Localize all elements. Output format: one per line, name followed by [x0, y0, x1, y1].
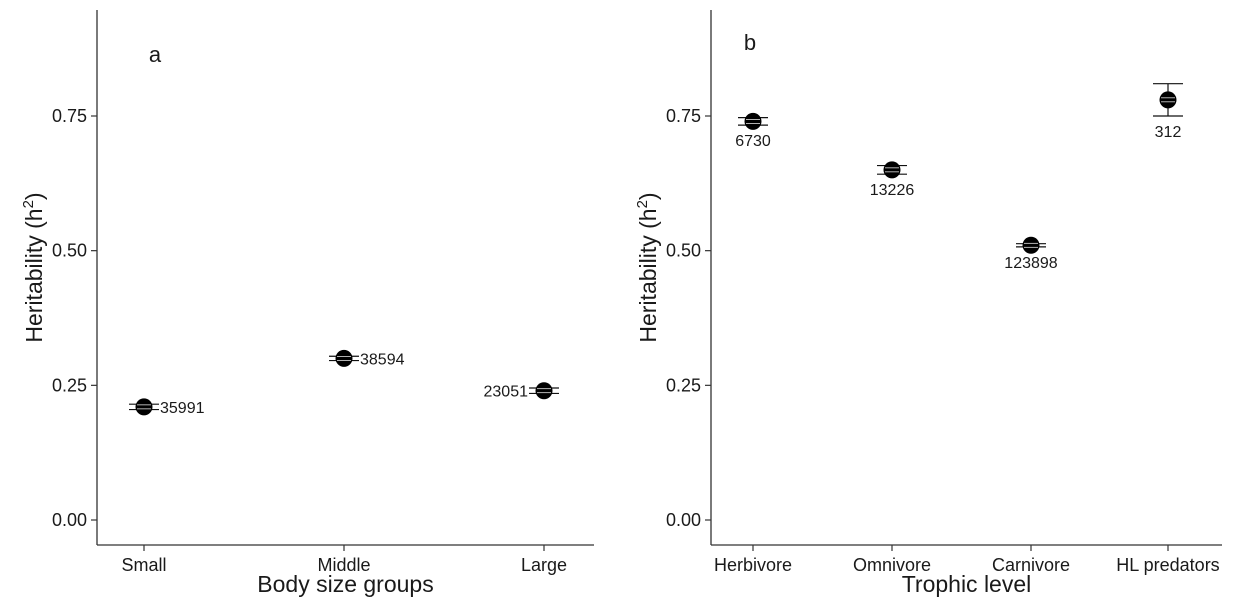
data-point	[883, 161, 901, 179]
y-axis-title: Heritability (h2)	[634, 192, 661, 342]
sample-count-label: 35991	[160, 400, 205, 417]
x-tick-label: HL predators	[1116, 555, 1219, 575]
x-tick-label: Small	[121, 555, 166, 575]
y-tick-label: 0.50	[666, 241, 701, 261]
y-axis-title-suffix: )	[21, 192, 47, 200]
data-point	[1022, 236, 1040, 254]
y-axis-title-main: Heritability (h	[635, 208, 661, 342]
y-tick-label: 0.00	[666, 510, 701, 530]
x-axis-title: Trophic level	[902, 571, 1032, 597]
data-point	[335, 349, 353, 367]
x-tick-label: Middle	[317, 555, 370, 575]
y-axis-title-superscript: 2	[20, 200, 37, 208]
y-tick-label: 0.25	[52, 375, 87, 395]
sample-count-label: 123898	[1004, 255, 1057, 272]
data-point-group: 312	[1153, 83, 1183, 141]
y-axis-title-superscript: 2	[634, 200, 651, 208]
data-point-group: 35991	[129, 398, 205, 417]
data-point	[135, 398, 153, 416]
x-axis-title: Body size groups	[257, 571, 433, 597]
data-point-group: 38594	[329, 349, 405, 368]
y-axis-title: Heritability (h2)	[20, 192, 47, 342]
x-tick-label: Herbivore	[714, 555, 792, 575]
sample-count-label: 312	[1155, 124, 1182, 141]
y-tick-label: 0.50	[52, 241, 87, 261]
y-tick-label: 0.75	[52, 106, 87, 126]
data-point	[535, 382, 553, 400]
data-point-group: 123898	[1004, 236, 1058, 272]
data-point	[744, 112, 762, 130]
panel-a: 0.00 0.25 0.50 0.75 Small Middle Large Body siz…	[20, 10, 594, 597]
x-tick-label: Omnivore	[853, 555, 931, 575]
y-tick-label: 0.75	[666, 106, 701, 126]
y-tick-label: 0.25	[666, 375, 701, 395]
panel-tag: a	[149, 42, 162, 67]
data-point-group: 6730	[735, 112, 771, 150]
sample-count-label: 23051	[484, 384, 529, 401]
data-point	[1159, 91, 1177, 109]
y-tick-label: 0.00	[52, 510, 87, 530]
x-tick-label: Large	[521, 555, 567, 575]
x-tick-label: Carnivore	[992, 555, 1070, 575]
sample-count-label: 13226	[870, 182, 915, 199]
data-point-group: 13226	[870, 161, 915, 199]
sample-count-label: 6730	[735, 133, 771, 150]
data-point-group: 23051	[484, 382, 559, 401]
panel-tag: b	[744, 30, 756, 55]
y-axis-title-main: Heritability (h	[21, 208, 47, 342]
panel-b: 0.00 0.25 0.50 0.75 Herbivore Omnivore Carnivo…	[634, 10, 1222, 597]
sample-count-label: 38594	[360, 351, 405, 368]
y-axis-title-suffix: )	[635, 192, 661, 200]
